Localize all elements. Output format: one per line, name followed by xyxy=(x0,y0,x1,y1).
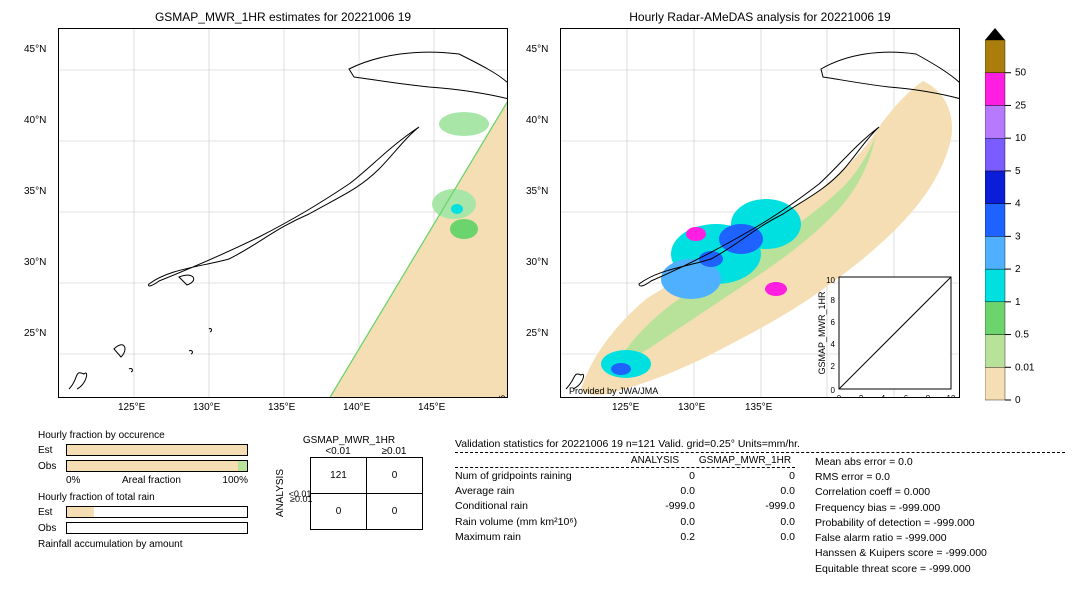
validation-row: Conditional rain-999.0-999.0 xyxy=(455,499,795,514)
right-map: Provided by JWA/JMA 0 2 4 6 8 10 0 2 4 xyxy=(560,28,960,398)
svg-text:4: 4 xyxy=(831,340,836,349)
svg-text:0: 0 xyxy=(837,394,842,398)
svg-text:50: 50 xyxy=(1015,68,1027,79)
occ-title: Hourly fraction by occurence xyxy=(38,430,248,441)
lon-tick: 145°E xyxy=(418,402,445,413)
svg-text:25: 25 xyxy=(1015,100,1027,111)
ct-col-header: GSMAP_MWR_1HR xyxy=(275,435,423,446)
lat-tick: 35°N xyxy=(526,186,548,197)
ct-row-1: ≥0.01 xyxy=(290,494,310,504)
contingency-table: 1210 00 xyxy=(310,457,423,530)
svg-text:6: 6 xyxy=(831,318,836,327)
lon-tick: 125°E xyxy=(612,402,639,413)
svg-text:0.5: 0.5 xyxy=(1015,330,1029,341)
svg-text:6: 6 xyxy=(904,394,909,398)
svg-text:4: 4 xyxy=(881,394,886,398)
lat-tick: 30°N xyxy=(526,257,548,268)
lat-tick: 45°N xyxy=(24,44,46,55)
left-map-title: GSMAP_MWR_1HR estimates for 20221006 19 xyxy=(58,10,508,24)
validation-stat: Hanssen & Kuipers score = -999.000 xyxy=(815,546,987,561)
colorbar: 0 0.01 0.5 1 2 3 4 5 10 25 50 xyxy=(985,28,1055,411)
lat-tick: 40°N xyxy=(526,115,548,126)
svg-text:Provided by JWA/JMA: Provided by JWA/JMA xyxy=(569,386,658,396)
occ-x-right: 100% xyxy=(222,475,248,486)
ct-col-1: ≥0.01 xyxy=(366,446,422,457)
ct-row-header: ANALYSIS xyxy=(275,469,286,517)
right-map-title: Hourly Radar-AMeDAS analysis for 2022100… xyxy=(560,10,960,24)
svg-text:2: 2 xyxy=(831,362,836,371)
val-col-g: GSMAP_MWR_1HR xyxy=(695,455,795,466)
validation-stat: RMS error = 0.0 xyxy=(815,470,987,485)
validation-row: Rain volume (mm km²10⁶)0.00.0 xyxy=(455,515,795,530)
val-col-a: ANALYSIS xyxy=(615,455,695,466)
lat-tick: 25°N xyxy=(24,328,46,339)
bar-row: Obs xyxy=(38,459,248,473)
svg-text:5: 5 xyxy=(1015,166,1021,177)
validation-stat: False alarm ratio = -999.000 xyxy=(815,531,987,546)
svg-text:2: 2 xyxy=(1015,264,1021,275)
rain-title: Hourly fraction of total rain xyxy=(38,492,248,503)
bar-row: Est xyxy=(38,443,248,457)
ct-col-0: <0.01 xyxy=(310,446,366,457)
validation-stat: Mean abs error = 0.0 xyxy=(815,455,987,470)
validation-stat: Correlation coeff = 0.000 xyxy=(815,485,987,500)
svg-text:8: 8 xyxy=(831,296,836,305)
lon-tick: 135°E xyxy=(745,402,772,413)
lon-tick: 130°E xyxy=(678,402,705,413)
svg-text:0: 0 xyxy=(1015,395,1021,406)
lat-tick: 45°N xyxy=(526,44,548,55)
validation-side: Mean abs error = 0.0RMS error = 0.0Corre… xyxy=(815,455,987,577)
svg-text:2: 2 xyxy=(859,394,864,398)
svg-text:8: 8 xyxy=(926,394,931,398)
occ-x-label: Areal fraction xyxy=(122,475,181,486)
lon-tick: 140°E xyxy=(343,402,370,413)
svg-text:0.01: 0.01 xyxy=(1015,362,1035,373)
validation-title: Validation statistics for 20221006 19 n=… xyxy=(455,438,1065,450)
validation-stat: Equitable threat score = -999.000 xyxy=(815,562,987,577)
svg-text:4: 4 xyxy=(1015,199,1021,210)
lat-tick: 35°N xyxy=(24,186,46,197)
rain-footer: Rainfall accumulation by amount xyxy=(38,539,248,550)
svg-text:10: 10 xyxy=(1015,133,1027,144)
validation-row: Maximum rain0.20.0 xyxy=(455,530,795,545)
validation-row: Average rain0.00.0 xyxy=(455,484,795,499)
sensor-label: DMSP-F16 SSMIS xyxy=(497,395,508,398)
bar-row: Est xyxy=(38,505,248,519)
svg-text:0: 0 xyxy=(831,386,836,395)
lat-tick: 30°N xyxy=(24,257,46,268)
rain-chart: Est Obs xyxy=(38,505,248,535)
svg-text:10: 10 xyxy=(947,394,956,398)
lon-tick: 135°E xyxy=(268,402,295,413)
validation-stat: Probability of detection = -999.000 xyxy=(815,516,987,531)
bar-row: Obs xyxy=(38,521,248,535)
svg-text:GSMAP_MWR_1HR: GSMAP_MWR_1HR xyxy=(817,291,827,375)
svg-text:10: 10 xyxy=(826,276,835,285)
lon-tick: 125°E xyxy=(118,402,145,413)
validation-stat: Frequency bias = -999.000 xyxy=(815,501,987,516)
lat-tick: 25°N xyxy=(526,328,548,339)
svg-text:3: 3 xyxy=(1015,231,1021,242)
occ-x-left: 0% xyxy=(66,475,80,486)
lon-tick: 130°E xyxy=(193,402,220,413)
validation-row: Num of gridpoints raining00 xyxy=(455,469,795,484)
lat-tick: 40°N xyxy=(24,115,46,126)
svg-text:1: 1 xyxy=(1015,297,1021,308)
left-map: DMSP-F16 SSMIS xyxy=(58,28,508,398)
occ-chart: Est Obs xyxy=(38,443,248,473)
